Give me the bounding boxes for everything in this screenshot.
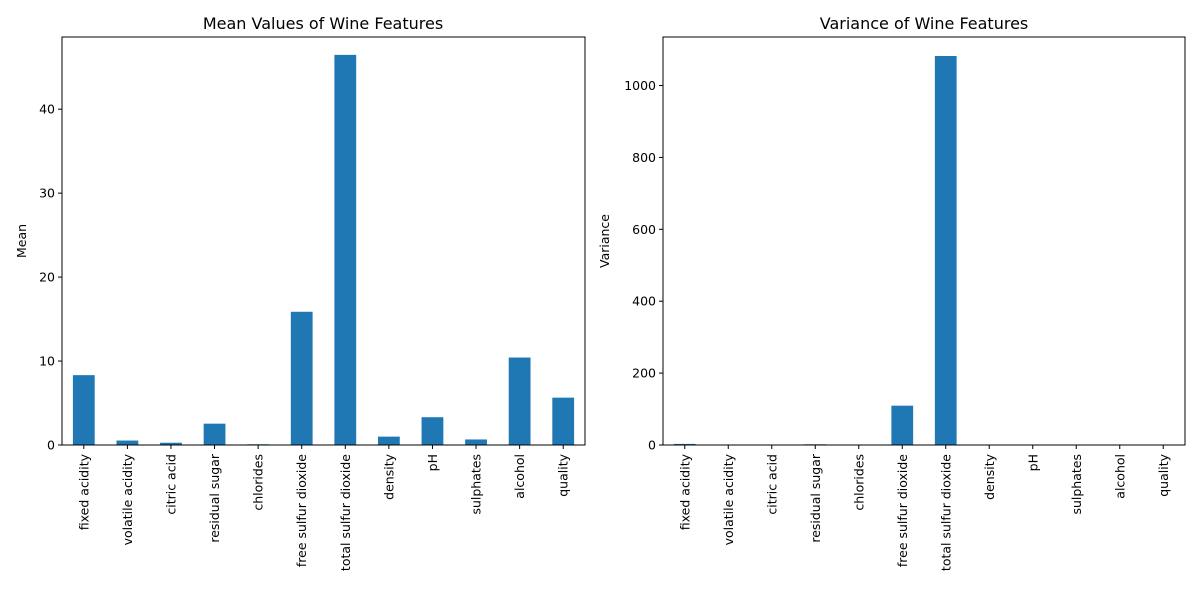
variance-chart-ytick-label: 1000 [624,78,656,93]
mean-chart-xtick-label: fixed acidity [76,453,91,530]
mean-chart-xtick-label: volatile acidity [120,453,135,545]
variance-chart-plot-frame [662,36,1186,446]
variance-chart-title: Variance of Wine Features [820,14,1029,33]
mean-chart-plot-frame [61,36,586,446]
mean-chart-xtick-label: density [381,453,396,499]
variance-chart-xtick-label: chlorides [851,454,866,511]
mean-chart-ytick-label: 0 [47,438,55,453]
variance-chart-xtick-label: sulphates [1069,454,1084,515]
mean-chart-xtick-label: pH [425,454,440,471]
mean-chart-bar [334,54,357,446]
variance-chart-ytick-label: 200 [632,366,656,381]
mean-chart-xtick-label: citric acid [163,454,178,515]
mean-chart-bar [116,440,139,445]
mean-chart-xtick-label: quality [556,453,571,496]
mean-chart-bar [290,311,313,445]
variance-chart-xtick-label: fixed acidity [677,453,692,530]
mean-chart-bar [508,357,531,445]
mean-chart-xtick-label: sulphates [469,454,484,515]
mean-chart-bar [160,442,182,445]
mean-chart-panel: Mean Values of Wine Features Mean 0 10 20 3… [14,14,586,571]
variance-chart-ylabel: Variance [597,214,612,268]
variance-chart-bar [934,56,957,445]
mean-chart-xtick-label: free sulfur dioxide [294,454,309,567]
mean-chart-bar [421,417,444,445]
mean-chart-marks: 0 10 20 30 40 fixed acidity volatile acidity ci… [39,54,575,571]
variance-chart-panel: Variance of Wine Features Variance 0 200 4… [597,14,1186,571]
mean-chart-bar [465,439,487,445]
mean-chart-xtick-label: alcohol [512,454,527,499]
mean-chart-ytick-label: 10 [39,354,55,369]
mean-chart-bar [377,436,400,445]
mean-chart-title: Mean Values of Wine Features [203,14,443,33]
variance-chart-xtick-label: pH [1025,454,1040,471]
variance-chart-ytick-label: 0 [648,438,656,453]
variance-chart-xtick-label: citric acid [764,454,779,515]
variance-chart-xtick-label: total sulfur dioxide [938,454,953,571]
mean-chart-ylabel: Mean [14,224,29,258]
variance-chart-bar [673,443,696,445]
variance-chart-xtick-label: density [982,453,997,499]
variance-chart-xtick-label: residual sugar [808,453,823,543]
mean-chart-ytick-label: 30 [39,186,55,201]
mean-chart-xtick-label: chlorides [251,454,266,511]
mean-chart-xtick-label: total sulfur dioxide [338,454,353,571]
variance-chart-xtick-label: quality [1156,453,1171,496]
variance-chart-bar [891,405,914,445]
mean-chart-bar [72,375,95,445]
variance-chart-ytick-label: 400 [632,294,656,309]
variance-chart-xtick-label: volatile acidity [721,453,736,545]
mean-chart-bar [552,397,575,445]
variance-chart-ytick-label: 800 [632,150,656,165]
variance-chart-marks: 0 200 400 600 800 1000 fixed acidity volatile a… [624,56,1175,571]
mean-chart-ytick-label: 40 [39,102,55,117]
mean-chart-ytick-label: 20 [39,270,55,285]
variance-chart-xtick-label: alcohol [1112,454,1127,499]
variance-chart-ytick-label: 600 [632,222,656,237]
mean-chart-xtick-label: residual sugar [207,453,222,543]
variance-chart-xtick-label: free sulfur dioxide [895,454,910,567]
mean-chart-bar [203,423,226,445]
